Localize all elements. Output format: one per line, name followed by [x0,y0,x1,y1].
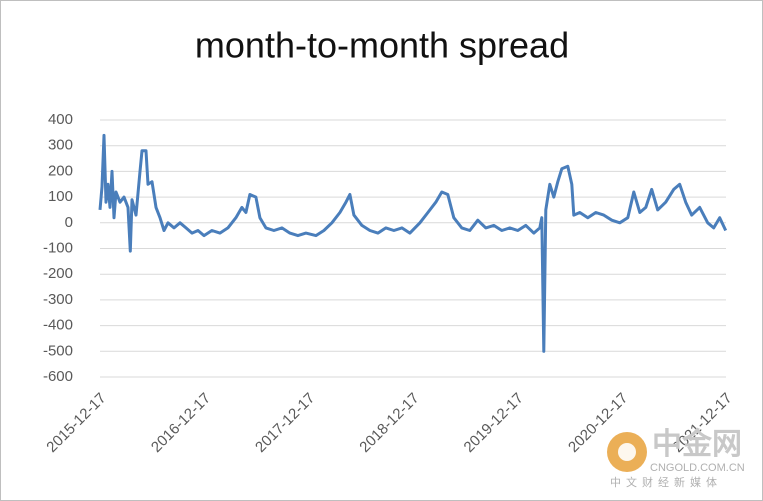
watermark-tagline: 中文财经新媒体 [610,475,722,489]
watermark-name: 中金网 [652,427,742,461]
chart-title: month-to-month spread [195,25,569,66]
y-tick-label: -600 [43,368,73,385]
y-tick-label: 400 [48,111,73,128]
y-tick-label: 0 [65,214,73,231]
y-tick-label: 100 [48,188,73,205]
y-tick-label: 300 [48,137,73,154]
line-series [98,133,728,353]
y-tick-label: -500 [43,342,73,359]
y-tick-label: -400 [43,317,73,334]
y-tick-label: -100 [43,239,73,256]
y-tick-label: 200 [48,162,73,179]
watermark-logo-inner [618,443,636,461]
y-tick-label: -300 [43,291,73,308]
y-tick-label: -200 [43,265,73,282]
watermark: 中金网 CNGOLD.COM.CN 中文财经新媒体 [607,427,745,489]
watermark-url: CNGOLD.COM.CN [650,462,745,474]
